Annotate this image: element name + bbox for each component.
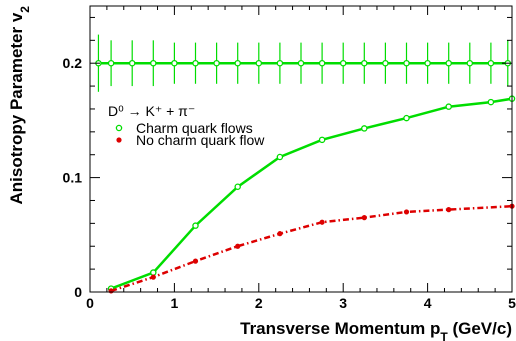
data-point	[382, 59, 389, 67]
data-point	[445, 59, 452, 67]
axes: 0 1 2 3 4 5 0 0.1 0.2 Transverse Momentum pT (GeV…	[7, 5, 516, 341]
x-tick-label: 5	[508, 295, 516, 311]
x-tick-label: 3	[339, 295, 347, 311]
y-tick-label: 0.1	[63, 170, 83, 186]
data-point	[318, 136, 326, 144]
plot-frame	[89, 5, 513, 293]
data-point	[403, 114, 410, 122]
data-point	[192, 258, 199, 264]
data-point	[446, 207, 452, 213]
legend-header: D⁰ → K⁺ + π⁻	[108, 103, 195, 119]
data-point	[150, 59, 157, 67]
y-tick-label: 0	[74, 284, 82, 300]
data-point	[192, 59, 199, 67]
data-point	[107, 59, 115, 67]
legend-marker	[116, 137, 122, 143]
data-point	[445, 103, 452, 110]
y-tick-label: 0.2	[63, 55, 83, 71]
data-point	[318, 59, 326, 67]
data-point	[297, 59, 305, 67]
data-point	[361, 125, 368, 132]
data-point	[403, 59, 410, 67]
legend-label: Charm quark flows	[136, 120, 253, 136]
data-point	[361, 215, 367, 221]
data-point	[108, 288, 114, 294]
data-point	[361, 59, 368, 67]
data-point	[192, 222, 199, 229]
data-point	[128, 59, 136, 67]
series-line	[110, 204, 513, 293]
x-tick-label: 0	[86, 295, 94, 311]
x-tick-label: 2	[255, 295, 263, 311]
data-point	[213, 59, 220, 67]
data-point	[234, 183, 241, 191]
data-point	[403, 209, 410, 215]
data-point	[150, 274, 156, 280]
data-point	[276, 59, 284, 67]
x-tick-label: 4	[424, 295, 432, 311]
data-point	[487, 98, 495, 106]
data-point	[276, 153, 284, 161]
data-point	[255, 59, 263, 67]
y-axis-title: Anisotropy Parameter v2	[7, 6, 32, 205]
x-tick-label: 1	[171, 295, 179, 311]
data-point	[171, 59, 178, 67]
legend-marker	[115, 124, 123, 132]
data-point	[319, 219, 325, 225]
x-axis-title: Transverse Momentum pT (GeV/c)	[240, 319, 512, 341]
data-point	[277, 231, 283, 237]
data-point	[150, 269, 157, 276]
data-point	[234, 59, 241, 67]
data-point	[424, 59, 431, 67]
plot-area	[95, 34, 516, 294]
data-point	[339, 59, 347, 67]
data-point	[487, 59, 495, 67]
data-point	[235, 243, 241, 249]
data-point	[466, 59, 474, 67]
legend-label: No charm quark flow	[136, 132, 265, 148]
